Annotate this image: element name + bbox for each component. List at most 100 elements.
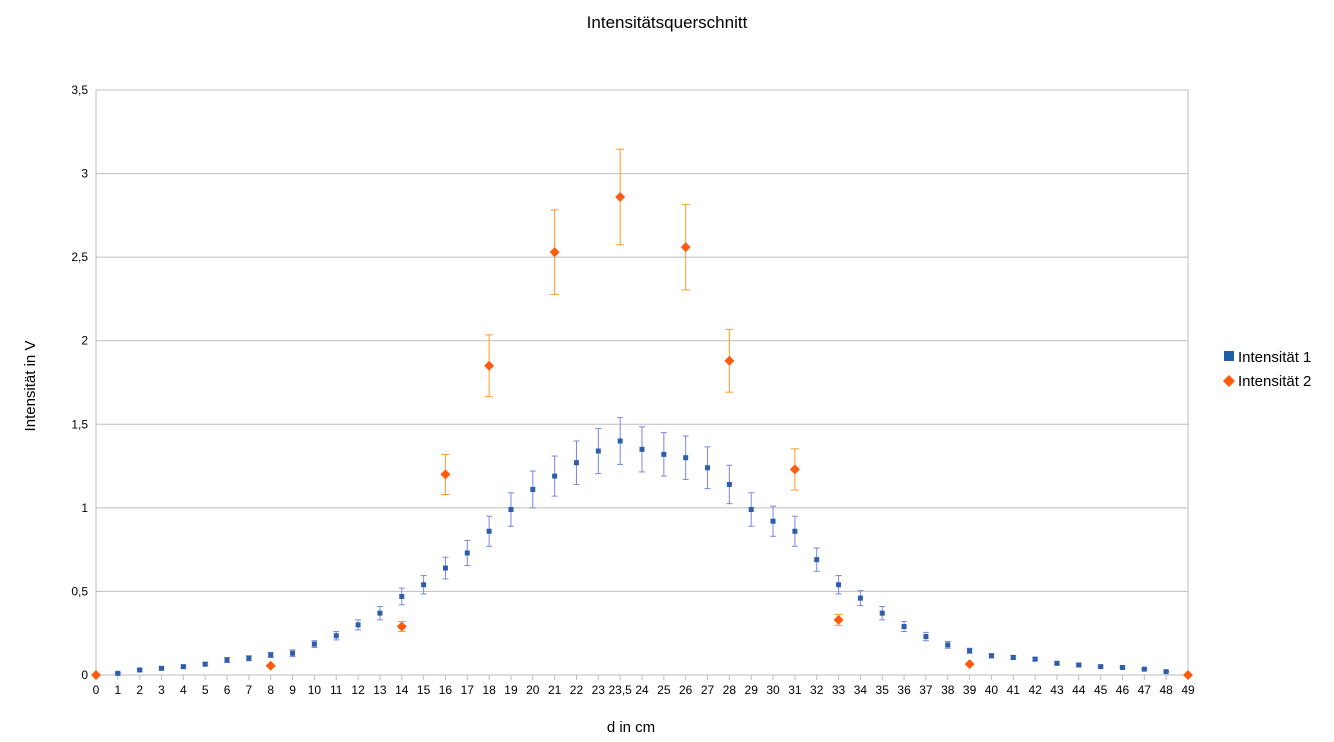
- legend: Intensität 1 Intensität 2: [1223, 349, 1311, 390]
- x-tick-label: 37: [919, 683, 933, 697]
- y-tick-label: 3,5: [71, 83, 88, 97]
- data-point-series-1: [661, 451, 667, 457]
- x-tick-label: 5: [202, 683, 209, 697]
- data-point-series-1: [1163, 669, 1169, 675]
- data-point-series-2: [396, 621, 407, 632]
- data-point-series-1: [202, 661, 208, 667]
- x-tick-label: 42: [1028, 683, 1042, 697]
- x-tick-label: 7: [246, 683, 253, 697]
- data-point-series-1: [836, 582, 842, 588]
- x-tick-label: 24: [635, 683, 649, 697]
- data-point-series-1: [180, 664, 186, 670]
- data-point-series-1: [399, 593, 405, 599]
- data-point-series-1: [159, 665, 165, 671]
- x-tick-label: 13: [373, 683, 387, 697]
- legend-marker-square: [1224, 351, 1234, 361]
- x-tick-label: 25: [657, 683, 671, 697]
- data-point-series-1: [290, 650, 296, 656]
- data-point-series-1: [857, 595, 863, 601]
- x-tick-label: 8: [267, 683, 274, 697]
- data-point-series-2: [484, 360, 495, 371]
- data-point-series-1: [814, 557, 820, 563]
- x-tick-label: 9: [289, 683, 296, 697]
- data-point-series-1: [311, 641, 317, 647]
- data-point-series-1: [464, 550, 470, 556]
- grid: [96, 173, 1188, 592]
- y-axis-label: Intensität in V: [22, 341, 39, 432]
- x-tick-label: 6: [224, 683, 231, 697]
- x-tick-label: 39: [963, 683, 977, 697]
- x-tick-label: 29: [745, 683, 759, 697]
- x-tick-label: 30: [766, 683, 780, 697]
- data-point-series-1: [923, 634, 929, 640]
- x-tick-label: 46: [1116, 683, 1130, 697]
- x-axis-label: d in cm: [607, 719, 655, 736]
- data-point-series-1: [1010, 654, 1016, 660]
- data-point-series-1: [945, 642, 951, 648]
- data-point-series-1: [967, 648, 973, 654]
- x-tick-label: 27: [701, 683, 715, 697]
- data-point-series-1: [1032, 656, 1038, 662]
- chart-title: Intensitätsquerschnitt: [587, 13, 748, 32]
- x-tick-label: 47: [1138, 683, 1152, 697]
- data-point-series-1: [617, 438, 623, 444]
- x-tick-label: 21: [548, 683, 562, 697]
- x-tick-label: 48: [1159, 683, 1173, 697]
- x-tick-label: 26: [679, 683, 693, 697]
- x-tick-label: 41: [1007, 683, 1021, 697]
- data-point-series-1: [792, 528, 798, 534]
- x-tick-label: 11: [330, 683, 343, 697]
- legend-label-series-2: Intensität 2: [1238, 373, 1311, 390]
- data-point-series-1: [224, 657, 230, 663]
- data-point-series-1: [1054, 660, 1060, 666]
- data-point-series-2: [680, 242, 691, 253]
- x-tick-label: 20: [526, 683, 540, 697]
- data-point-series-1: [1076, 662, 1082, 668]
- data-point-series-1: [595, 448, 601, 454]
- data-point-series-1: [1141, 666, 1147, 672]
- x-tick-label: 2: [136, 683, 143, 697]
- x-tick-label: 1: [114, 683, 121, 697]
- data-point-series-1: [246, 655, 252, 661]
- x-tick-label: 3: [158, 683, 165, 697]
- data-point-series-1: [530, 486, 536, 492]
- legend-marker-diamond: [1223, 375, 1235, 387]
- data-point-series-2: [789, 464, 800, 475]
- data-point-series-1: [573, 460, 579, 466]
- x-tick-label: 4: [180, 683, 187, 697]
- x-axis-ticks: 0 1 2 3 4 5 6 7 8 9 10 11 12 13 14 15 16 17 18 19 20 21 22 23 23…: [93, 675, 1195, 697]
- x-tick-label: 12: [351, 683, 365, 697]
- y-tick-label: 3: [81, 167, 88, 181]
- data-point-series-1: [726, 481, 732, 487]
- x-tick-label: 40: [985, 683, 999, 697]
- data-point-series-1: [639, 446, 645, 452]
- x-tick-label: 10: [308, 683, 322, 697]
- data-point-series-1: [377, 610, 383, 616]
- x-tick-label: 44: [1072, 683, 1086, 697]
- data-point-series-1: [770, 518, 776, 524]
- x-tick-label: 23: [592, 683, 606, 697]
- data-point-series-2: [265, 660, 276, 671]
- data-point-series-1: [988, 653, 994, 659]
- data-point-series-1: [508, 507, 514, 513]
- data-point-series-1: [268, 652, 274, 658]
- data-point-series-1: [115, 670, 121, 676]
- data-point-series-2: [724, 355, 735, 366]
- data-point-series-1: [355, 622, 361, 628]
- x-tick-label: 49: [1181, 683, 1195, 697]
- x-tick-label: 22: [570, 683, 584, 697]
- y-axis-ticks: 0 0,5 1 1,5 2 2,5 3 3,5: [71, 83, 88, 682]
- plot-area: [95, 89, 1189, 676]
- data-point-series-1: [333, 633, 339, 639]
- series-layer: [91, 148, 1193, 680]
- x-tick-label: 19: [504, 683, 518, 697]
- data-point-series-2: [440, 469, 451, 480]
- y-tick-label: 2,5: [71, 250, 88, 264]
- y-tick-label: 1,5: [71, 417, 88, 431]
- data-point-series-1: [1119, 664, 1125, 670]
- legend-label-series-1: Intensität 1: [1238, 349, 1311, 366]
- data-point-series-1: [705, 465, 711, 471]
- data-point-series-1: [442, 565, 448, 571]
- series-intensitaet-1: [93, 417, 1191, 678]
